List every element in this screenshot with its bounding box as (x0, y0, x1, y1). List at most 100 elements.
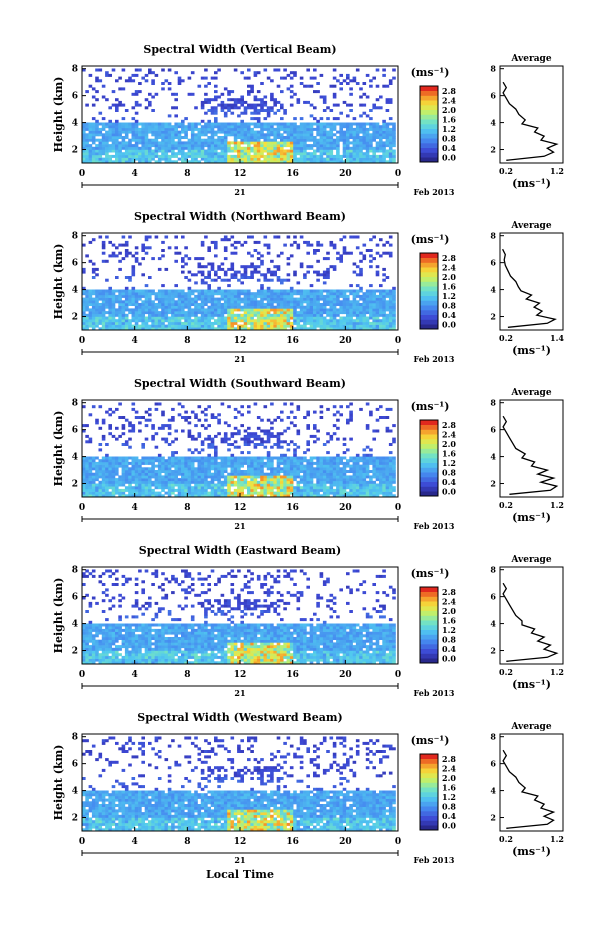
heatmap-cell (101, 459, 106, 463)
heatmap-cell (157, 321, 162, 325)
heatmap-cell (329, 472, 334, 476)
heatmap-cell (174, 324, 178, 328)
heatmap-cell (266, 278, 271, 282)
heatmap-cell (184, 410, 188, 414)
heatmap-cell (187, 122, 192, 126)
heatmap-cell (336, 303, 340, 306)
heatmap-cell (253, 491, 258, 495)
heatmap-cell (115, 246, 119, 250)
x-tick-label: 4 (132, 336, 138, 346)
heatmap-cell (154, 319, 159, 323)
heatmap-cell (283, 472, 287, 476)
heatmap-cell (174, 437, 178, 441)
heatmap-cell (105, 235, 109, 239)
heatmap-cell (266, 316, 271, 320)
heatmap-cell (256, 456, 261, 460)
heatmap-cell (223, 249, 228, 252)
heatmap-cell (217, 305, 221, 309)
heatmap-cell (141, 475, 145, 479)
heatmap-cell (214, 456, 218, 460)
heatmap-cell (276, 459, 281, 463)
heatmap-cell (260, 308, 264, 312)
heatmap-cell (167, 136, 172, 139)
heatmap-cell (266, 76, 271, 80)
heatmap-cell (85, 434, 89, 438)
heatmap-cell (190, 157, 195, 161)
heatmap-cell (326, 289, 330, 293)
heatmap-cell (237, 305, 241, 309)
heatmap-cell (379, 160, 383, 164)
heatmap-cell (207, 475, 211, 479)
heatmap-cell (359, 130, 363, 134)
heatmap-cell (227, 475, 231, 479)
heatmap-cell (247, 133, 251, 137)
heatmap-cell (270, 144, 274, 148)
heatmap-cell (240, 475, 244, 479)
heatmap-cell (362, 141, 367, 145)
heatmap-cell (260, 464, 264, 468)
heatmap-cell (138, 68, 142, 72)
heatmap-cell (115, 294, 119, 298)
heatmap-cell (174, 259, 178, 263)
heatmap-cell (260, 437, 264, 441)
heatmap-cell (388, 98, 393, 102)
heatmap-cell (187, 472, 192, 476)
heatmap-cell (256, 437, 261, 441)
heatmap-cell (144, 300, 149, 304)
heatmap-cell (293, 308, 297, 312)
heatmap-cell (95, 157, 99, 161)
heatmap-cell (220, 437, 225, 441)
heatmap-cell (306, 459, 310, 463)
heatmap-cell (392, 125, 396, 129)
heatmap-cell (243, 127, 248, 131)
heatmap-cell (118, 327, 122, 331)
heatmap-cell (217, 319, 221, 323)
heatmap-cell (174, 127, 178, 131)
heatmap-cell (369, 160, 373, 164)
heatmap-cell (95, 149, 99, 153)
heatmap-cell (111, 127, 116, 131)
heatmap-cell (154, 407, 159, 411)
heatmap-cell (253, 486, 258, 490)
heatmap-cell (352, 327, 357, 331)
heatmap-cell (91, 494, 96, 498)
heatmap-cell (283, 464, 287, 468)
heatmap-cell (134, 294, 139, 298)
heatmap-cell (388, 311, 393, 315)
heatmap-cell (270, 494, 274, 498)
heatmap-cell (91, 122, 96, 126)
heatmap-cell (260, 491, 264, 495)
heatmap-cell (388, 313, 393, 317)
heatmap-cell (250, 136, 254, 139)
heatmap-cell (296, 246, 301, 250)
heatmap-cell (151, 461, 155, 465)
heatmap-cell (207, 157, 211, 161)
heatmap-cell (128, 488, 132, 492)
heatmap-cell (144, 246, 149, 250)
heatmap-cell (111, 292, 116, 296)
heatmap-cell (237, 125, 241, 129)
heatmap-cell (227, 90, 231, 94)
heatmap-cell (362, 133, 367, 137)
heatmap-cell (336, 480, 340, 484)
heatmap-cell (200, 154, 205, 158)
heatmap-cell (326, 407, 330, 411)
heatmap-cell (111, 141, 116, 145)
heatmap-cell (326, 154, 330, 158)
heatmap-cell (382, 313, 386, 317)
heatmap-cell (326, 251, 330, 255)
heatmap-cell (144, 480, 149, 484)
heatmap-cell (138, 133, 142, 137)
heatmap-cell (194, 327, 198, 331)
heatmap-cell (230, 294, 235, 298)
heatmap-cell (154, 154, 159, 158)
heatmap-cell (289, 152, 294, 156)
heatmap-cell (286, 127, 291, 131)
heatmap-cell (111, 313, 116, 317)
heatmap-cell (280, 324, 284, 328)
heatmap-cell (88, 133, 93, 137)
heatmap-cell (243, 109, 248, 112)
heatmap-cell (362, 144, 367, 148)
heatmap-cell (372, 300, 376, 304)
